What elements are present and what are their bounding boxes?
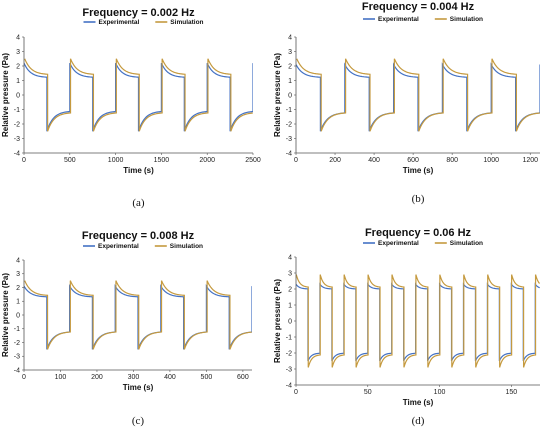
x-tick-label: 1200 xyxy=(522,157,538,164)
series-line-experimental xyxy=(24,62,253,132)
x-tick-label: 1000 xyxy=(483,157,499,164)
y-tick-label: 3 xyxy=(16,271,20,278)
y-tick-label: -4 xyxy=(14,367,20,374)
x-tick-label: 100 xyxy=(55,374,67,381)
y-tick-label: 3 xyxy=(288,49,292,56)
y-tick-label: 1 xyxy=(16,299,20,306)
y-tick-label: 4 xyxy=(288,34,292,41)
x-tick-label: 400 xyxy=(368,157,380,164)
x-tick-label: 0 xyxy=(294,389,298,396)
x-tick-label: 300 xyxy=(128,374,140,381)
x-tick-label: 2000 xyxy=(199,157,215,164)
x-tick-label: 1500 xyxy=(154,157,170,164)
y-tick-label: -3 xyxy=(14,354,20,361)
chart-title: Frequency = 0.06 Hz xyxy=(365,227,472,239)
y-tick-label: 4 xyxy=(16,257,20,264)
x-tick-label: 500 xyxy=(201,374,213,381)
y-tick-label: 0 xyxy=(288,318,292,325)
x-tick-label: 0 xyxy=(294,157,298,164)
legend-label-simulation: Simulation xyxy=(450,240,483,247)
y-tick-label: -3 xyxy=(286,366,292,373)
legend-label-simulation: Simulation xyxy=(170,19,203,26)
chart-title: Frequency = 0.002 Hz xyxy=(82,7,195,19)
y-tick-label: -4 xyxy=(14,150,20,157)
x-tick-label: 800 xyxy=(446,157,458,164)
x-tick-label: 600 xyxy=(237,374,249,381)
x-tick-label: 1000 xyxy=(108,157,124,164)
y-tick-label: 2 xyxy=(288,63,292,70)
y-tick-label: 3 xyxy=(288,270,292,277)
x-axis-label: Time (s) xyxy=(403,166,434,175)
x-tick-label: 600 xyxy=(407,157,419,164)
x-tick-label: 100 xyxy=(434,389,446,396)
y-tick-label: 0 xyxy=(288,92,292,99)
chart-title: Frequency = 0.004 Hz xyxy=(362,1,475,13)
x-tick-label: 50 xyxy=(364,389,372,396)
y-tick-label: 0 xyxy=(16,312,20,319)
panel-caption: (d) xyxy=(412,415,425,427)
y-axis-label: Relative pressure (Pa) xyxy=(1,53,10,137)
y-tick-label: -1 xyxy=(286,334,292,341)
x-tick-label: 500 xyxy=(64,157,76,164)
y-tick-label: -2 xyxy=(286,350,292,357)
legend-label-experimental: Experimental xyxy=(98,243,139,250)
legend-label-experimental: Experimental xyxy=(378,16,419,23)
x-axis-label: Time (s) xyxy=(123,166,154,175)
x-tick-label: 2500 xyxy=(245,157,261,164)
x-tick-label: 0 xyxy=(22,374,26,381)
chart-panel-2: Frequency = 0.004 Hz Experimental Simulati… xyxy=(273,1,540,205)
panel-caption: (c) xyxy=(132,415,145,427)
x-tick-label: 150 xyxy=(505,389,517,396)
series-line-simulation xyxy=(24,280,252,350)
legend-label-simulation: Simulation xyxy=(450,16,483,23)
y-axis-label: Relative pressure (Pa) xyxy=(273,279,282,363)
y-tick-label: -2 xyxy=(286,121,292,128)
x-tick-label: 0 xyxy=(22,157,26,164)
y-axis-label: Relative pressure (Pa) xyxy=(273,53,282,137)
y-tick-label: -4 xyxy=(286,150,292,157)
y-tick-label: -3 xyxy=(286,136,292,143)
legend-label-simulation: Simulation xyxy=(170,243,203,250)
y-tick-label: 2 xyxy=(16,285,20,292)
x-tick-label: 200 xyxy=(329,157,341,164)
chart-title: Frequency = 0.008 Hz xyxy=(82,230,195,242)
x-tick-label: 200 xyxy=(91,374,103,381)
y-tick-label: 4 xyxy=(16,34,20,41)
x-axis-label: Time (s) xyxy=(403,398,434,407)
panel-caption: (a) xyxy=(132,197,145,209)
y-tick-label: 0 xyxy=(16,92,20,99)
y-tick-label: -3 xyxy=(14,136,20,143)
y-tick-label: -2 xyxy=(14,340,20,347)
legend-label-experimental: Experimental xyxy=(99,19,140,26)
y-axis-label: Relative pressure (Pa) xyxy=(1,273,10,357)
x-tick-label: 400 xyxy=(164,374,176,381)
y-tick-label: -1 xyxy=(14,107,20,114)
y-tick-label: 1 xyxy=(16,78,20,85)
y-tick-label: 1 xyxy=(288,78,292,85)
legend-label-experimental: Experimental xyxy=(378,240,419,247)
y-tick-label: -4 xyxy=(286,382,292,389)
panel-caption: (b) xyxy=(412,193,425,205)
y-tick-label: -1 xyxy=(286,107,292,114)
series-line-simulation xyxy=(296,58,540,132)
y-tick-label: 2 xyxy=(16,63,20,70)
y-tick-label: 2 xyxy=(288,286,292,293)
y-tick-label: -1 xyxy=(14,326,20,333)
y-tick-label: 4 xyxy=(288,254,292,261)
x-axis-label: Time (s) xyxy=(123,383,154,392)
y-tick-label: 3 xyxy=(16,49,20,56)
y-tick-label: 1 xyxy=(288,302,292,309)
y-tick-label: -2 xyxy=(14,121,20,128)
series-line-simulation xyxy=(296,274,540,368)
series-line-simulation xyxy=(24,58,253,132)
